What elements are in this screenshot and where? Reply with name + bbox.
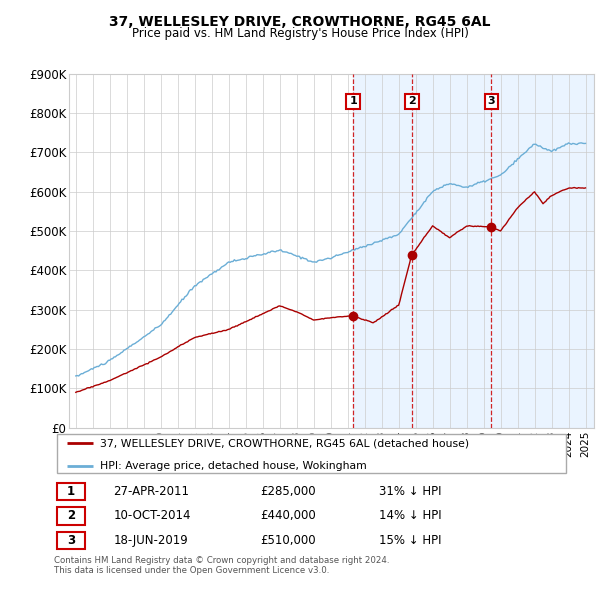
Text: 2: 2 (67, 509, 75, 523)
Bar (353, 74, 594, 428)
Text: 10-OCT-2014: 10-OCT-2014 (113, 509, 191, 523)
FancyBboxPatch shape (56, 483, 85, 500)
Text: Contains HM Land Registry data © Crown copyright and database right 2024.: Contains HM Land Registry data © Crown c… (54, 556, 389, 565)
Text: £440,000: £440,000 (260, 509, 316, 523)
Text: £285,000: £285,000 (260, 485, 316, 498)
FancyBboxPatch shape (56, 532, 85, 549)
Text: HPI: Average price, detached house, Wokingham: HPI: Average price, detached house, Woki… (100, 461, 367, 471)
Text: 1: 1 (349, 96, 357, 106)
Text: £510,000: £510,000 (260, 534, 316, 547)
Text: Price paid vs. HM Land Registry's House Price Index (HPI): Price paid vs. HM Land Registry's House … (131, 27, 469, 40)
Text: 31% ↓ HPI: 31% ↓ HPI (379, 485, 442, 498)
Text: 15% ↓ HPI: 15% ↓ HPI (379, 534, 442, 547)
Text: 3: 3 (67, 534, 75, 547)
FancyBboxPatch shape (56, 434, 566, 473)
Text: 27-APR-2011: 27-APR-2011 (113, 485, 190, 498)
Text: 37, WELLESLEY DRIVE, CROWTHORNE, RG45 6AL: 37, WELLESLEY DRIVE, CROWTHORNE, RG45 6A… (109, 15, 491, 29)
Text: 3: 3 (488, 96, 495, 106)
Text: This data is licensed under the Open Government Licence v3.0.: This data is licensed under the Open Gov… (54, 566, 329, 575)
Text: 37, WELLESLEY DRIVE, CROWTHORNE, RG45 6AL (detached house): 37, WELLESLEY DRIVE, CROWTHORNE, RG45 6A… (100, 438, 470, 448)
Text: 2: 2 (408, 96, 416, 106)
Text: 18-JUN-2019: 18-JUN-2019 (113, 534, 188, 547)
Text: 14% ↓ HPI: 14% ↓ HPI (379, 509, 442, 523)
Text: 1: 1 (67, 485, 75, 498)
FancyBboxPatch shape (56, 507, 85, 525)
